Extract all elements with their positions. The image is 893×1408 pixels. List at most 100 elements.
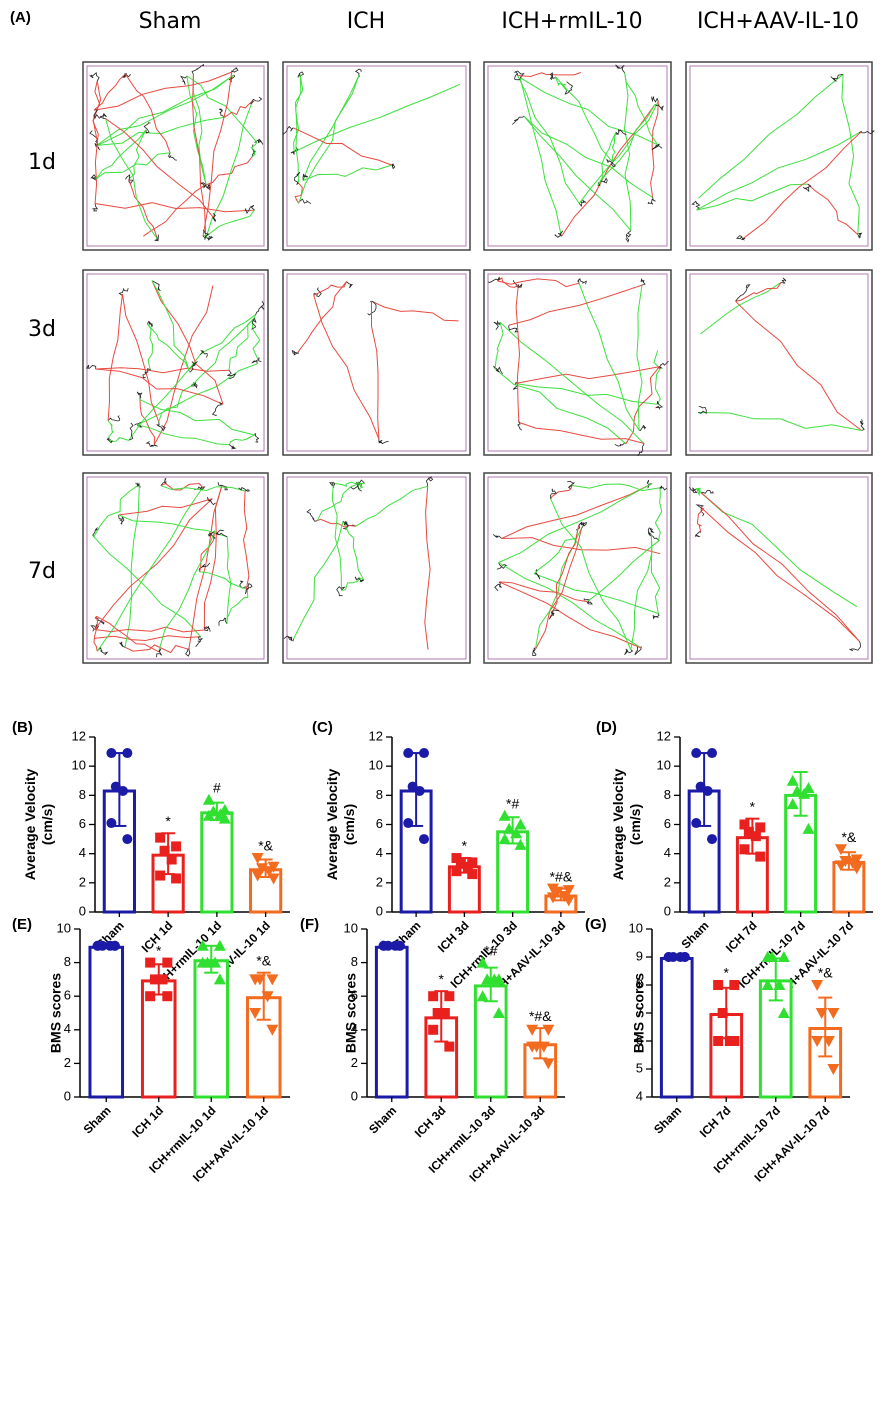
data-point bbox=[419, 834, 429, 844]
y-tick-label: 10 bbox=[72, 758, 86, 773]
data-point bbox=[444, 991, 454, 1001]
column-header: ICH+AAV-IL-10 bbox=[697, 9, 859, 34]
y-tick-label: 12 bbox=[369, 728, 383, 743]
bar bbox=[90, 947, 123, 1097]
panel-label: (C) bbox=[312, 719, 333, 736]
data-point bbox=[713, 980, 723, 990]
x-tick-label: ICH 1d bbox=[129, 1103, 166, 1140]
data-point bbox=[158, 974, 168, 984]
track-image bbox=[83, 62, 268, 250]
data-point bbox=[403, 748, 413, 758]
arena-outer bbox=[283, 62, 470, 250]
data-point bbox=[428, 991, 438, 1001]
y-axis-label: Average Velocity bbox=[324, 769, 340, 881]
data-point bbox=[145, 991, 155, 1001]
significance-mark: * bbox=[439, 971, 445, 987]
data-point bbox=[827, 1008, 839, 1019]
y-tick-label: 6 bbox=[376, 816, 383, 831]
y-tick-label: 0 bbox=[351, 1088, 358, 1103]
data-point bbox=[729, 980, 739, 990]
data-point bbox=[419, 748, 429, 758]
data-point bbox=[707, 834, 717, 844]
data-point bbox=[155, 871, 165, 881]
bar bbox=[376, 947, 407, 1097]
x-tick-label: Sham bbox=[651, 1103, 684, 1136]
track-image bbox=[484, 62, 671, 250]
y-tick-label: 4 bbox=[376, 845, 383, 860]
data-point bbox=[160, 846, 170, 856]
track-image bbox=[484, 473, 671, 663]
significance-mark: *& bbox=[258, 838, 273, 854]
significance-mark: * bbox=[750, 798, 756, 814]
figure: (A) ShamICHICH+rmIL-10ICH+AAV-IL-101d3d7… bbox=[0, 0, 893, 1408]
bar bbox=[661, 959, 692, 1098]
data-point bbox=[106, 748, 116, 758]
panel-label: (E) bbox=[12, 916, 32, 933]
significance-mark: *& bbox=[818, 965, 833, 981]
significance-mark: # bbox=[213, 779, 221, 795]
data-point bbox=[266, 974, 278, 985]
data-point bbox=[403, 818, 413, 828]
y-tick-label: 6 bbox=[64, 988, 71, 1003]
data-point bbox=[542, 1025, 554, 1036]
column-header: ICH+rmIL-10 bbox=[501, 9, 642, 34]
data-point bbox=[751, 831, 761, 841]
y-tick-label: 12 bbox=[657, 728, 671, 743]
x-tick-label: ICH 3d bbox=[435, 918, 472, 955]
x-tick-label: ICH 3d bbox=[412, 1103, 449, 1140]
y-axis-label: (cm/s) bbox=[39, 804, 55, 845]
arena-outer bbox=[283, 270, 470, 455]
significance-mark: * bbox=[462, 838, 468, 854]
y-tick-label: 4 bbox=[664, 845, 671, 860]
row-header: 1d bbox=[28, 150, 56, 175]
data-point bbox=[110, 941, 120, 951]
y-axis-label: (cm/s) bbox=[627, 804, 643, 845]
y-tick-label: 10 bbox=[344, 920, 358, 935]
data-point bbox=[162, 991, 172, 1001]
track-image bbox=[686, 473, 872, 663]
data-point bbox=[162, 958, 172, 968]
y-tick-label: 6 bbox=[79, 816, 86, 831]
data-point bbox=[415, 786, 425, 796]
y-tick-label: 2 bbox=[79, 874, 86, 889]
y-tick-label: 10 bbox=[629, 920, 643, 935]
y-axis-label: Average Velocity bbox=[610, 769, 626, 881]
y-axis-label: Average Velocity bbox=[22, 769, 38, 881]
x-tick-label: Sham bbox=[81, 1103, 114, 1136]
track-image bbox=[83, 270, 268, 455]
arena-outer bbox=[83, 473, 268, 663]
arena-outer bbox=[686, 473, 872, 663]
y-tick-label: 6 bbox=[351, 988, 358, 1003]
arena-outer bbox=[283, 473, 470, 663]
data-point bbox=[664, 952, 674, 962]
data-point bbox=[787, 775, 799, 786]
data-point bbox=[122, 748, 132, 758]
data-point bbox=[171, 873, 181, 883]
y-tick-label: 8 bbox=[636, 976, 643, 991]
y-tick-label: 4 bbox=[636, 1088, 643, 1103]
arena-outer bbox=[484, 473, 671, 663]
y-tick-label: 10 bbox=[369, 758, 383, 773]
arena-outer bbox=[83, 270, 268, 455]
data-point bbox=[122, 834, 132, 844]
data-point bbox=[93, 941, 103, 951]
data-point bbox=[755, 852, 765, 862]
y-tick-label: 5 bbox=[636, 1060, 643, 1075]
y-tick-label: 2 bbox=[64, 1055, 71, 1070]
significance-mark: *& bbox=[841, 829, 856, 845]
panel-label: (A) bbox=[10, 9, 31, 26]
data-point bbox=[155, 833, 165, 843]
data-point bbox=[428, 1025, 438, 1035]
bar bbox=[202, 813, 232, 912]
significance-mark: * bbox=[165, 813, 171, 829]
y-tick-label: 4 bbox=[64, 1021, 71, 1036]
y-tick-label: 12 bbox=[72, 728, 86, 743]
data-point bbox=[729, 1036, 739, 1046]
data-point bbox=[379, 941, 389, 951]
row-header: 7d bbox=[28, 559, 56, 584]
y-tick-label: 2 bbox=[351, 1055, 358, 1070]
data-point bbox=[707, 748, 717, 758]
data-point bbox=[118, 786, 128, 796]
x-tick-label: ICH 7d bbox=[697, 1103, 734, 1140]
panel-label: (B) bbox=[12, 719, 33, 736]
